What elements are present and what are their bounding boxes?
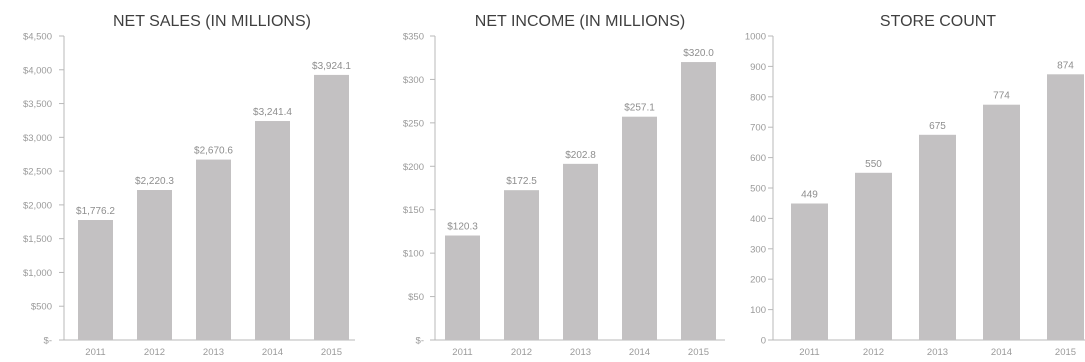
bar — [855, 172, 892, 340]
data-label: $202.8 — [565, 150, 596, 161]
x-tick-label: 2012 — [863, 347, 884, 358]
data-label: $3,924.1 — [312, 61, 351, 72]
chart-title: NET INCOME (IN MILLIONS) — [475, 13, 685, 30]
x-tick-label: 2011 — [799, 347, 819, 358]
bar — [919, 134, 956, 340]
data-label: 675 — [929, 121, 946, 132]
y-tick-label: 0 — [761, 336, 766, 347]
y-tick-label: 400 — [750, 214, 766, 225]
y-tick-label: $300 — [403, 75, 424, 86]
x-tick-label: 2015 — [688, 347, 709, 358]
data-label: $120.3 — [447, 222, 478, 233]
y-tick-label: 700 — [750, 123, 766, 134]
y-tick-label: $250 — [403, 118, 424, 129]
data-label: 774 — [993, 91, 1010, 102]
data-label: $2,220.3 — [135, 176, 174, 187]
y-tick-label: 600 — [750, 153, 766, 164]
bar — [445, 235, 480, 340]
bar — [137, 190, 172, 340]
bar — [1047, 74, 1084, 340]
x-tick-label: 2011 — [85, 347, 105, 358]
y-tick-label: 1000 — [745, 32, 766, 43]
y-tick-label: $2,500 — [23, 167, 52, 178]
x-tick-label: 2013 — [203, 347, 224, 358]
y-tick-label: $500 — [31, 302, 52, 313]
x-tick-label: 2014 — [629, 347, 650, 358]
x-tick-label: 2014 — [991, 347, 1012, 358]
data-label: 449 — [801, 190, 818, 201]
y-tick-label: $3,500 — [23, 99, 52, 110]
data-label: $257.1 — [624, 103, 655, 114]
bar — [791, 203, 828, 340]
x-tick-label: 2012 — [144, 347, 165, 358]
x-tick-label: 2015 — [321, 347, 342, 358]
y-tick-label: $3,000 — [23, 133, 52, 144]
x-tick-label: 2012 — [511, 347, 532, 358]
y-tick-label: $50 — [408, 292, 424, 303]
data-label: $320.0 — [683, 48, 714, 59]
y-tick-label: $350 — [403, 32, 424, 43]
bar — [78, 220, 113, 340]
y-tick-label: $- — [44, 336, 52, 347]
bar — [504, 190, 539, 340]
chart-title: NET SALES (IN MILLIONS) — [113, 13, 311, 30]
bar — [983, 104, 1020, 340]
y-tick-label: $2,000 — [23, 200, 52, 211]
data-label: $172.5 — [506, 176, 537, 187]
y-tick-label: $1,500 — [23, 234, 52, 245]
y-tick-label: $1,000 — [23, 268, 52, 279]
bar — [563, 163, 598, 340]
y-tick-label: 900 — [750, 62, 766, 73]
y-tick-label: $150 — [403, 205, 424, 216]
data-label: $3,241.4 — [253, 107, 292, 118]
y-tick-label: 300 — [750, 244, 766, 255]
y-tick-label: $4,500 — [23, 32, 52, 43]
bar — [314, 74, 349, 340]
x-tick-label: 2014 — [262, 347, 283, 358]
x-tick-label: 2013 — [570, 347, 591, 358]
y-tick-label: $- — [416, 336, 424, 347]
bar — [622, 116, 657, 341]
y-tick-label: $4,000 — [23, 65, 52, 76]
x-tick-label: 2013 — [927, 347, 948, 358]
data-label: $1,776.2 — [76, 206, 115, 217]
chart-3: STORE COUNT 0 100 200 300 400 500 600 700 800 900 1… — [745, 13, 1085, 358]
x-tick-label: 2011 — [452, 347, 472, 358]
y-tick-label: $100 — [403, 249, 424, 260]
x-tick-label: 2015 — [1055, 347, 1076, 358]
y-tick-label: 100 — [750, 305, 766, 316]
y-tick-label: 500 — [750, 184, 766, 195]
bar — [196, 159, 231, 340]
chart-1: NET SALES (IN MILLIONS) $- $500 $1,000 $1,50… — [23, 13, 355, 358]
data-label: 550 — [865, 159, 882, 170]
bar — [255, 121, 290, 340]
data-label: 874 — [1057, 60, 1074, 71]
y-tick-label: 200 — [750, 275, 766, 286]
data-label: $2,670.6 — [194, 146, 233, 157]
chart-2: NET INCOME (IN MILLIONS) $- $50 $100 $150 $20… — [403, 13, 725, 358]
bar — [681, 62, 716, 341]
y-tick-label: 800 — [750, 92, 766, 103]
chart-title: STORE COUNT — [880, 13, 996, 30]
y-tick-label: $200 — [403, 162, 424, 173]
